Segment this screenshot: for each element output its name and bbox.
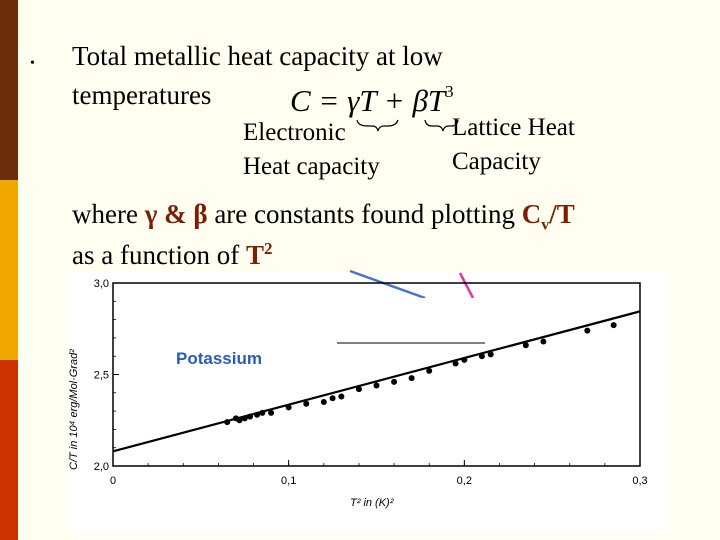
t-squared: T2 xyxy=(246,240,273,270)
bullet-marker: • xyxy=(30,56,35,71)
cv-subscript: v xyxy=(541,216,550,234)
x-axis-label: T² in (K)² xyxy=(350,497,394,509)
data-point xyxy=(452,360,459,367)
data-point xyxy=(522,342,529,349)
x-tick-label: 0,3 xyxy=(632,475,647,487)
equation-plus: + xyxy=(376,83,413,118)
data-point xyxy=(236,417,243,424)
x-tick-label: 0 xyxy=(110,475,116,487)
data-point xyxy=(487,351,494,358)
t-exponent: 2 xyxy=(263,239,273,258)
data-point xyxy=(355,386,362,393)
data-point xyxy=(303,400,310,407)
x-tick-label: 0,2 xyxy=(457,475,472,487)
equation-gamma-term: γT xyxy=(347,83,377,118)
electronic-label-line-2: Heat capacity xyxy=(243,153,380,180)
electronic-pointer-arrow xyxy=(349,269,426,300)
electronic-label-line-1: Electronic xyxy=(243,119,346,146)
t-base: T xyxy=(245,240,264,270)
data-point xyxy=(338,393,345,400)
data-point xyxy=(224,419,231,426)
explanation-line2-text: as a function of xyxy=(72,240,246,270)
fit-line xyxy=(112,310,641,453)
data-point xyxy=(241,415,248,422)
legend-label-potassium: Potassium xyxy=(176,349,262,368)
equation-exponent: 3 xyxy=(445,82,454,101)
heat-capacity-equation: C = γT + βT3 xyxy=(290,82,454,119)
y-tick-label: 2,0 xyxy=(94,461,109,473)
data-point xyxy=(610,322,617,329)
lattice-brace xyxy=(424,119,459,132)
data-point xyxy=(461,356,468,363)
data-point xyxy=(285,404,292,411)
heading-line-1: Total metallic heat capacity at low xyxy=(72,41,443,71)
cv-over-t: /T xyxy=(549,199,575,229)
data-point xyxy=(247,413,254,420)
x-tick-label: 0,1 xyxy=(281,475,296,487)
data-point xyxy=(373,382,380,389)
data-point xyxy=(254,411,261,418)
data-point xyxy=(391,378,398,385)
highlight-box xyxy=(370,298,514,334)
data-point xyxy=(268,409,275,416)
gamma-beta-symbols: γ & β xyxy=(144,199,208,229)
explanation-line-1: where γ & β are constants found plotting… xyxy=(72,201,575,233)
explanation-part1: where xyxy=(72,199,145,229)
decorative-stripe-top xyxy=(0,0,18,180)
heading-line-2: temperatures xyxy=(72,80,212,110)
explanation-line-2: as a function of T2 xyxy=(72,240,272,269)
y-tick-label: 3,0 xyxy=(94,278,109,290)
y-axis-label: C/T in 10⁴ erg/Mol·Grad² xyxy=(68,349,80,470)
data-point xyxy=(320,398,327,405)
plot-image xyxy=(68,272,668,534)
decorative-stripe-middle xyxy=(0,180,18,360)
cv-symbol: Cv/T xyxy=(521,199,575,233)
data-point xyxy=(329,395,336,402)
decorative-stripe-bottom xyxy=(0,360,18,540)
data-point xyxy=(540,338,547,345)
data-point xyxy=(408,375,415,382)
y-tick-label: 2,5 xyxy=(94,370,109,382)
data-point xyxy=(584,327,591,334)
cv-c: C xyxy=(521,199,542,229)
data-point xyxy=(259,409,266,416)
explanation-part2: are constants found plotting xyxy=(207,199,522,229)
lattice-label-line-1: Lattice Heat xyxy=(452,114,575,141)
lattice-label-line-2: Capacity xyxy=(452,148,541,175)
lattice-pointer-arrow xyxy=(458,272,475,299)
equation-lhs: C = xyxy=(290,83,348,118)
equation-beta-term: βT xyxy=(412,83,446,118)
data-point xyxy=(478,353,485,360)
electronic-brace xyxy=(356,119,399,132)
data-point xyxy=(426,367,433,374)
